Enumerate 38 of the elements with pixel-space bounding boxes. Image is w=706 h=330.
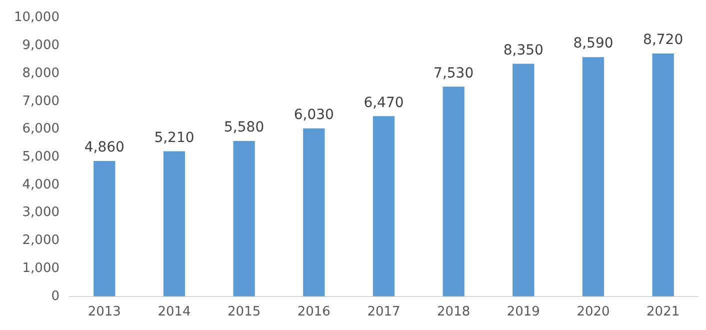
y-tick-label: 1,000 <box>22 260 60 276</box>
bar <box>652 53 674 296</box>
bar <box>233 140 255 296</box>
y-tick-label: 7,000 <box>22 94 60 109</box>
bar <box>512 64 534 296</box>
x-tick-label: 2018 <box>437 304 470 320</box>
bar <box>582 57 604 296</box>
y-tick-label: 2,000 <box>22 233 60 248</box>
x-tick-label: 2015 <box>228 304 261 320</box>
data-label: 5,580 <box>224 120 264 136</box>
data-label: 8,720 <box>643 32 684 48</box>
y-tick-label: 8,000 <box>22 66 60 81</box>
x-tick-label: 2021 <box>646 304 680 320</box>
x-tick-label: 2020 <box>576 304 610 320</box>
data-label: 8,350 <box>503 42 544 58</box>
data-label: 7,530 <box>434 65 474 82</box>
y-tick-label: 4,000 <box>22 177 60 192</box>
data-label: 4,860 <box>84 140 124 156</box>
x-tick-label: 2014 <box>158 304 191 320</box>
data-label: 8,590 <box>573 36 614 52</box>
y-tick-label: 5,000 <box>22 149 60 164</box>
bar <box>372 116 395 296</box>
x-tick-label: 2019 <box>506 304 540 320</box>
bar <box>163 151 186 296</box>
data-label: 6,030 <box>294 107 334 124</box>
y-tick-label: 9,000 <box>22 38 60 54</box>
y-tick-label: 6,000 <box>22 122 60 137</box>
bar <box>303 128 325 296</box>
data-label: 5,210 <box>154 130 194 146</box>
y-tick-label: 10,000 <box>14 10 60 26</box>
data-label: 6,470 <box>364 94 404 111</box>
y-tick-label: 3,000 <box>22 205 60 220</box>
bar <box>442 86 464 296</box>
bar <box>94 161 116 296</box>
y-tick-label: 0 <box>51 288 60 304</box>
x-tick-label: 2017 <box>367 304 400 320</box>
x-tick-label: 2016 <box>297 304 330 320</box>
x-tick-label: 2013 <box>88 304 121 320</box>
